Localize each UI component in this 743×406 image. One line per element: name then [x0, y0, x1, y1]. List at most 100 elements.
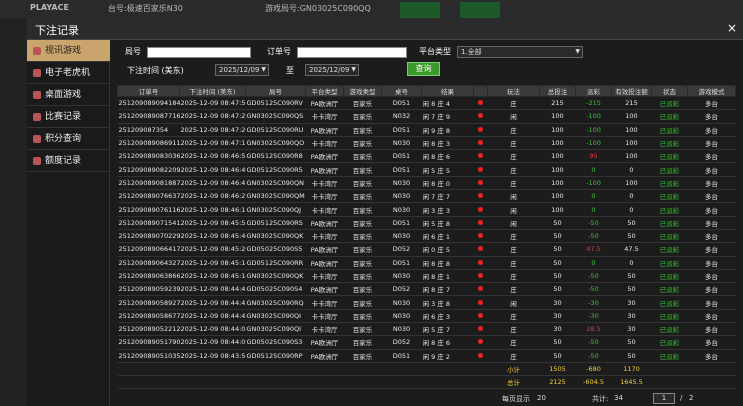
page-current: 1	[661, 394, 667, 402]
cell: N030	[381, 176, 422, 191]
bet-row: 251209089087716 2025-12-09 08:47:22 GN0302…	[117, 109, 736, 124]
blank-cell	[473, 362, 488, 376]
page-input[interactable]: 1	[653, 393, 675, 404]
cell: 2025-12-09 08:47:57	[179, 96, 246, 111]
time-label: 下注时间 (美东)	[127, 66, 184, 75]
cell: D051	[381, 123, 422, 137]
cell: 50	[539, 229, 576, 244]
column-header: 状态	[651, 85, 688, 97]
cell: 多台	[687, 109, 736, 124]
cell: 已派彩	[651, 109, 688, 124]
order-input[interactable]	[297, 47, 407, 58]
cell: 2025-12-09 08:47:20	[179, 123, 246, 137]
subtotal-row-label: 小计	[487, 362, 540, 376]
result-dot-cell	[473, 109, 488, 124]
cell: 30	[611, 295, 652, 310]
cell: 2025-12-09 08:46:49	[179, 162, 246, 177]
cell: 闲	[487, 216, 540, 230]
cell: 100	[611, 149, 652, 164]
result-dot	[478, 246, 483, 252]
menu-item[interactable]: 额度记录	[27, 150, 110, 172]
cell: GD05025C090S4	[245, 282, 306, 297]
modal-title: 下注记录	[35, 24, 79, 37]
platform-select[interactable]: 1.全部	[457, 46, 583, 58]
menu-item[interactable]: 比赛记录	[27, 106, 110, 128]
close-button[interactable]: ×	[727, 21, 738, 35]
cell: 0	[575, 202, 612, 217]
cell: 闲 8 庄 6	[421, 335, 474, 350]
cell: 庄	[487, 282, 540, 297]
cell: -215	[575, 96, 612, 111]
blank-cell	[305, 375, 344, 389]
cell: 已派彩	[651, 189, 688, 204]
cell: 闲 5 庄 8	[421, 216, 474, 230]
cell: N030	[381, 295, 422, 310]
cell: 卡卡湾厅	[305, 269, 344, 284]
cell: 闲 3 庄 8	[421, 295, 474, 310]
blank-cell	[245, 375, 306, 389]
total-label: 共计:	[592, 395, 609, 403]
column-header: 订单号	[117, 85, 180, 97]
cell: 251209089076637	[117, 189, 180, 204]
result-dot	[478, 352, 483, 358]
bet-row: 251209089051790 2025-12-09 08:44:03 GD0502…	[117, 335, 736, 350]
cell: -50	[575, 269, 612, 284]
date-from[interactable]: 2025/12/09	[215, 64, 269, 76]
result-dot-cell	[473, 216, 488, 230]
cell: 251209089082209	[117, 162, 180, 177]
cell: D051	[381, 256, 422, 270]
result-dot	[478, 326, 483, 332]
menu-item[interactable]: 视讯游戏	[27, 40, 110, 62]
cell: 2025-12-09 08:45:14	[179, 256, 246, 270]
column-header: 游戏模式	[687, 85, 736, 97]
result-dot-cell	[473, 349, 488, 363]
menu-item[interactable]: 积分查询	[27, 128, 110, 150]
cell: 庄	[487, 322, 540, 337]
cell: -50	[575, 349, 612, 363]
bet-row: 251209089083036 2025-12-09 08:46:53 GD0512…	[117, 149, 736, 164]
total-row-label: 总计	[487, 375, 540, 389]
blank-cell	[687, 375, 736, 389]
date-to[interactable]: 2025/12/09	[305, 64, 359, 76]
cell: 百家乐	[343, 349, 382, 363]
cell: N030	[381, 189, 422, 204]
cell: 0	[611, 162, 652, 177]
result-dot-cell	[473, 162, 488, 177]
column-header: 总投注	[539, 85, 576, 97]
cell: 闲 8 庄 3	[421, 136, 474, 151]
total-row-payout: -604.5	[575, 375, 612, 389]
date-from-value: 2025/12/09	[219, 66, 260, 74]
round-input[interactable]	[147, 47, 251, 58]
result-dot	[478, 126, 483, 132]
cell: 百家乐	[343, 242, 382, 257]
cell: 2025-12-09 08:45:53	[179, 216, 246, 230]
cell: 多台	[687, 335, 736, 350]
cell: GD05125C090R5	[245, 162, 306, 177]
search-button[interactable]: 查询	[407, 62, 440, 76]
cell: 多台	[687, 322, 736, 337]
cell: 闲 8 庄 1	[421, 269, 474, 284]
cell: 100	[539, 136, 576, 151]
cell: N030	[381, 229, 422, 244]
cell: 多台	[687, 269, 736, 284]
cell: PA欧洲厅	[305, 123, 344, 137]
cell: GN03025C090QS	[245, 109, 306, 124]
cell: GD05125C090RP	[245, 349, 306, 363]
cell: 多台	[687, 123, 736, 137]
blank-cell	[651, 375, 688, 389]
cell: GD05025C090S5	[245, 242, 306, 257]
blank-cell	[245, 362, 306, 376]
cell: 50	[539, 242, 576, 257]
cell: -50	[575, 216, 612, 230]
result-dot	[478, 259, 483, 265]
menu-item[interactable]: 桌面游戏	[27, 84, 110, 106]
cell: 已派彩	[651, 229, 688, 244]
menu-item[interactable]: 电子老虎机	[27, 62, 110, 84]
column-header: 平台类型	[305, 85, 344, 97]
result-dot-cell	[473, 322, 488, 337]
cell: D051	[381, 96, 422, 111]
cell: 0	[611, 256, 652, 270]
total-row: 总计 2125 -604.5 1645.5	[117, 375, 736, 389]
lobby-round: 游戏局号:GN03025C090QQ	[265, 4, 371, 13]
